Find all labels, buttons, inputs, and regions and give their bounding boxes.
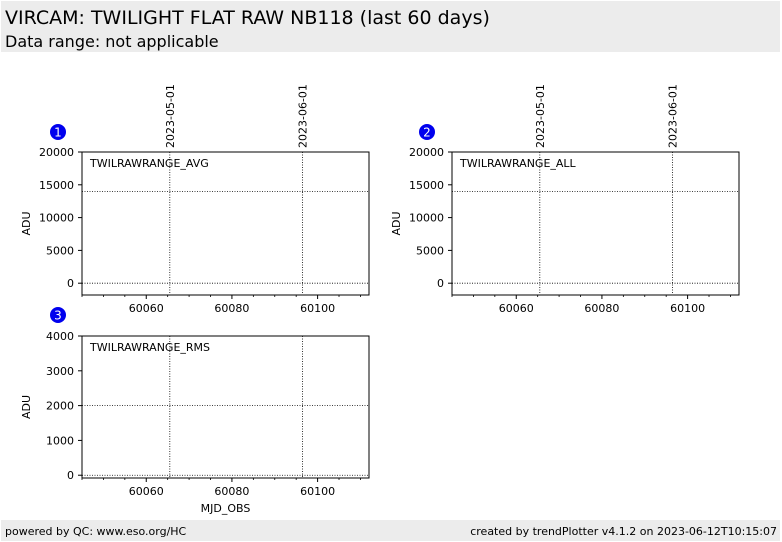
y-tick-label: 0	[67, 277, 74, 290]
panel-number-label: 2	[423, 126, 431, 140]
footer-timestamp: created by trendPlotter v4.1.2 on 2023-0…	[470, 525, 777, 538]
panel-number-label: 3	[54, 309, 62, 323]
plot-frame	[451, 151, 740, 296]
footer-bar: powered by QC: www.eso.org/HC created by…	[1, 520, 780, 541]
y-tick-label: 0	[67, 469, 74, 482]
chart-panel-1: 2023-05-01 2023-06-01 0 5000 10000 15000 20000…	[20, 84, 370, 315]
y-tick-label: 4000	[46, 330, 74, 343]
x-tick-label: 60080	[214, 485, 249, 498]
y-tick-label: 10000	[409, 212, 444, 225]
panel-number-badge	[419, 124, 435, 140]
x-tick-label: 60060	[129, 485, 164, 498]
date-label: 2023-05-01	[534, 84, 547, 148]
y-axis-label: ADU	[20, 395, 33, 419]
y-tick-label: 15000	[409, 179, 444, 192]
chart-panel-2: 2023-05-01 2023-06-01 0 5000 10000 15000 20000…	[390, 84, 740, 315]
x-tick-label: 60100	[300, 302, 335, 315]
panel-number-badge	[50, 124, 66, 140]
y-tick-label: 15000	[39, 179, 74, 192]
date-label: 2023-06-01	[667, 84, 680, 148]
y-tick-label: 10000	[39, 212, 74, 225]
x-tick-label: 60100	[300, 485, 335, 498]
page-title: VIRCAM: TWILIGHT FLAT RAW NB118 (last 60…	[5, 7, 490, 29]
x-tick-label: 60060	[129, 302, 164, 315]
y-tick-label: 3000	[46, 365, 74, 378]
date-label: 2023-06-01	[297, 84, 310, 148]
parameter-label: TWILRAWRANGE_ALL	[459, 157, 577, 170]
parameter-label: TWILRAWRANGE_AVG	[89, 157, 209, 170]
y-tick-label: 0	[437, 277, 444, 290]
y-tick-label: 1000	[46, 434, 74, 447]
x-axis-label: MJD_OBS	[201, 502, 251, 515]
footer-credit: powered by QC: www.eso.org/HC	[5, 525, 187, 538]
x-tick-label: 60080	[214, 302, 249, 315]
y-axis-label: ADU	[20, 211, 33, 235]
x-tick-label: 60060	[499, 302, 534, 315]
panel-number-badge	[50, 307, 66, 323]
x-tick-label: 60080	[584, 302, 619, 315]
x-tick-label: 60100	[670, 302, 705, 315]
panel-number-label: 1	[54, 126, 62, 140]
chart-panel-3: 0 1000 2000 3000 4000 60060 60080 60100 ADU MJD_O…	[20, 307, 370, 515]
plot-frame	[81, 335, 370, 479]
page-subtitle: Data range: not applicable	[5, 32, 219, 51]
y-tick-label: 20000	[39, 146, 74, 159]
header-bar: VIRCAM: TWILIGHT FLAT RAW NB118 (last 60…	[1, 1, 780, 52]
y-axis-label: ADU	[390, 211, 403, 235]
y-tick-label: 20000	[409, 146, 444, 159]
charts-canvas: 2023-05-01 2023-06-0105000100001500020000…	[20, 84, 740, 515]
y-tick-label: 5000	[416, 244, 444, 257]
y-tick-label: 2000	[46, 400, 74, 413]
parameter-label: TWILRAWRANGE_RMS	[89, 341, 210, 354]
date-label: 2023-05-01	[164, 84, 177, 148]
plot-frame	[81, 151, 370, 296]
y-tick-label: 5000	[46, 244, 74, 257]
